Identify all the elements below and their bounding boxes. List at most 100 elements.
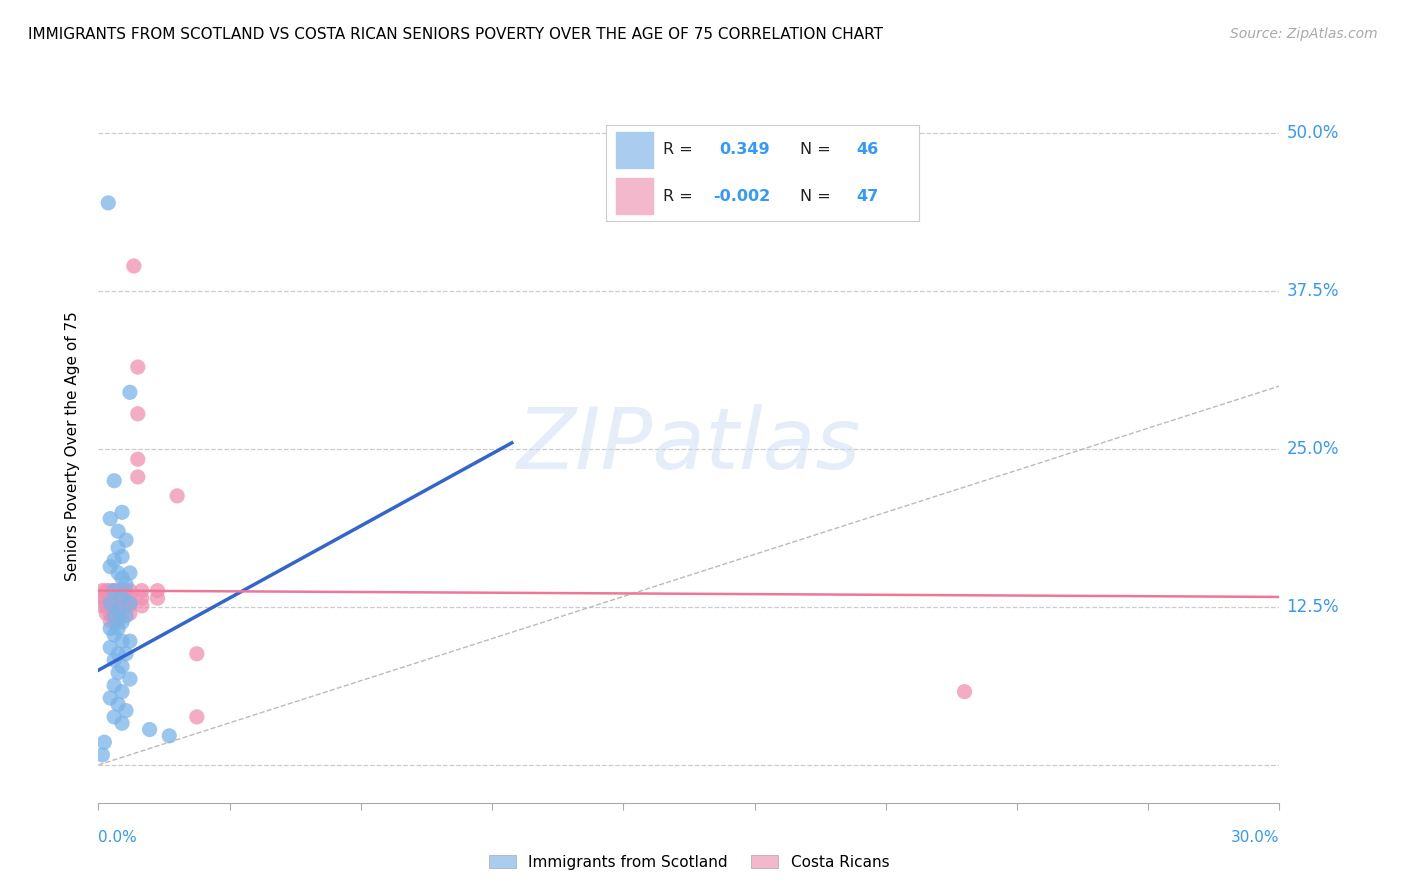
Point xyxy=(111,615,134,630)
Text: R =: R = xyxy=(662,143,692,157)
Point xyxy=(111,684,134,698)
Text: N =: N = xyxy=(800,189,831,203)
Point xyxy=(107,541,129,555)
Point xyxy=(115,583,138,598)
Point xyxy=(122,259,145,273)
Text: 46: 46 xyxy=(856,143,879,157)
Point xyxy=(138,723,160,737)
Point xyxy=(118,634,141,648)
Point xyxy=(107,566,129,580)
FancyBboxPatch shape xyxy=(616,132,654,169)
Text: N =: N = xyxy=(800,143,831,157)
Point xyxy=(103,608,125,623)
Point xyxy=(146,583,169,598)
Point xyxy=(98,591,121,606)
Point xyxy=(98,640,121,655)
Point xyxy=(953,684,976,698)
Point xyxy=(118,583,141,598)
Point xyxy=(107,665,129,680)
Point xyxy=(111,591,134,606)
Point xyxy=(127,470,149,484)
Point xyxy=(127,452,149,467)
Point xyxy=(115,647,138,661)
Point xyxy=(103,553,125,567)
Point xyxy=(111,659,134,673)
Point xyxy=(107,583,129,598)
Point xyxy=(103,607,125,621)
Point xyxy=(111,590,134,604)
Text: 30.0%: 30.0% xyxy=(1232,830,1279,845)
Text: -0.002: -0.002 xyxy=(713,189,770,203)
Point xyxy=(111,571,134,585)
Point xyxy=(111,505,134,519)
Point xyxy=(115,591,138,606)
Legend: Immigrants from Scotland, Costa Ricans: Immigrants from Scotland, Costa Ricans xyxy=(481,847,897,877)
Point xyxy=(103,583,125,598)
Point xyxy=(107,647,129,661)
Point xyxy=(91,747,114,762)
Text: 37.5%: 37.5% xyxy=(1286,282,1339,301)
Text: 47: 47 xyxy=(856,189,879,203)
Text: Source: ZipAtlas.com: Source: ZipAtlas.com xyxy=(1230,27,1378,41)
Point xyxy=(98,614,121,628)
Text: 50.0%: 50.0% xyxy=(1286,124,1339,143)
Text: 0.349: 0.349 xyxy=(718,143,769,157)
Point xyxy=(103,474,125,488)
Point xyxy=(127,407,149,421)
Point xyxy=(127,360,149,375)
Point xyxy=(118,566,141,580)
Point xyxy=(186,710,208,724)
Point xyxy=(115,577,138,591)
Point xyxy=(107,698,129,712)
Point xyxy=(103,583,125,598)
Point xyxy=(98,690,121,705)
Point xyxy=(111,583,134,598)
Point xyxy=(118,591,141,606)
Point xyxy=(98,622,121,636)
Point xyxy=(111,599,134,613)
Point xyxy=(103,653,125,667)
Text: R =: R = xyxy=(662,189,692,203)
Text: 25.0%: 25.0% xyxy=(1286,440,1339,458)
Point xyxy=(107,614,129,628)
Point xyxy=(131,599,153,613)
Point xyxy=(111,607,134,621)
Point xyxy=(98,583,121,598)
Text: IMMIGRANTS FROM SCOTLAND VS COSTA RICAN SENIORS POVERTY OVER THE AGE OF 75 CORRE: IMMIGRANTS FROM SCOTLAND VS COSTA RICAN … xyxy=(28,27,883,42)
Point xyxy=(98,607,121,621)
Point xyxy=(115,599,138,613)
Point xyxy=(98,559,121,574)
Text: 12.5%: 12.5% xyxy=(1286,598,1339,616)
Point xyxy=(107,599,129,613)
Point xyxy=(157,729,180,743)
Point xyxy=(96,583,118,598)
Point xyxy=(91,599,114,613)
Point xyxy=(103,599,125,613)
FancyBboxPatch shape xyxy=(616,178,654,214)
Point xyxy=(111,634,134,648)
Point xyxy=(131,591,153,606)
Point xyxy=(115,608,138,623)
Point xyxy=(93,735,115,749)
Point xyxy=(96,607,118,621)
Point xyxy=(103,678,125,692)
Point xyxy=(115,533,138,547)
Point xyxy=(98,599,121,613)
Point xyxy=(146,591,169,606)
Point xyxy=(97,195,120,210)
Point xyxy=(107,622,129,636)
Point xyxy=(91,583,114,598)
Point xyxy=(103,614,125,628)
Point xyxy=(118,672,141,686)
Point xyxy=(111,549,134,564)
Point xyxy=(91,591,114,606)
Point xyxy=(98,511,121,525)
Text: 0.0%: 0.0% xyxy=(98,830,138,845)
Point xyxy=(107,591,129,606)
Point xyxy=(118,607,141,621)
Point xyxy=(118,385,141,400)
Point xyxy=(98,596,121,610)
Point xyxy=(103,591,125,606)
Point xyxy=(107,524,129,539)
Text: ZIPatlas: ZIPatlas xyxy=(517,404,860,488)
